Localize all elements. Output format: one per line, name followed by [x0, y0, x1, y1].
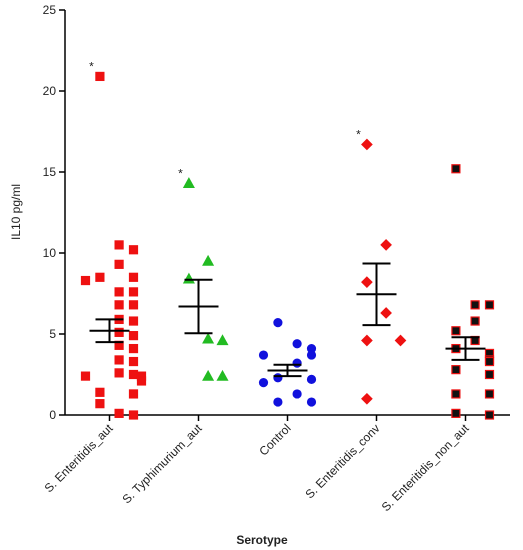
dot — [128, 410, 139, 420]
x-tick-label: S. Enteritidis_conv — [302, 421, 382, 501]
dot — [128, 331, 139, 341]
dot — [292, 339, 302, 349]
dot — [306, 397, 317, 407]
dot — [95, 272, 105, 282]
y-tick-label: 25 — [43, 3, 57, 17]
dot — [306, 374, 317, 384]
error-bar — [184, 278, 213, 335]
dot — [216, 334, 229, 346]
dot — [202, 332, 215, 344]
dot — [80, 371, 91, 381]
x-tick-label: S. Typhimurium_aut — [119, 421, 205, 507]
dot — [484, 389, 495, 399]
dot — [292, 358, 302, 368]
error-bar — [273, 363, 302, 378]
dot — [451, 164, 461, 174]
dot — [273, 373, 283, 383]
x-axis-label: Serotype — [236, 533, 288, 547]
dot — [361, 276, 373, 289]
dot — [80, 275, 91, 286]
dot — [451, 389, 461, 399]
dot — [114, 259, 124, 269]
y-tick-label: 10 — [43, 246, 57, 260]
dot — [484, 410, 495, 420]
y-tick-label: 0 — [49, 408, 56, 422]
significance-mark: * — [89, 59, 94, 73]
dot — [128, 287, 139, 297]
dot — [361, 392, 373, 405]
dot — [306, 350, 317, 360]
dot — [361, 334, 373, 347]
dot — [114, 300, 124, 310]
dot — [380, 239, 392, 251]
dot — [451, 365, 461, 375]
dot — [128, 316, 139, 326]
y-axis-label: IL10 pg/ml — [9, 184, 23, 240]
significance-mark: * — [356, 127, 361, 141]
x-tick-label: S. Enteritidis_non_aut — [379, 421, 472, 514]
y-tick-label: 20 — [43, 84, 57, 98]
dot — [136, 376, 147, 386]
significance-mark: * — [178, 166, 183, 180]
dot — [484, 356, 495, 367]
dot — [95, 399, 105, 409]
x-tick-label: S. Enteritidis_aut — [42, 421, 117, 496]
dot — [361, 138, 373, 151]
dot — [114, 408, 124, 418]
x-tick-label: Control — [256, 421, 293, 458]
dot — [182, 272, 195, 284]
dot — [470, 316, 480, 326]
error-bar — [451, 336, 480, 361]
dot — [258, 350, 269, 360]
dot — [451, 326, 461, 336]
dot — [216, 369, 229, 381]
dot — [484, 369, 495, 380]
dot — [128, 389, 139, 399]
error-bar — [362, 262, 391, 327]
dot — [258, 378, 269, 388]
dot — [128, 245, 139, 255]
dot — [114, 240, 124, 250]
dot — [202, 369, 215, 381]
dot — [202, 254, 215, 266]
dot — [114, 368, 124, 378]
dot — [114, 287, 124, 297]
dot — [380, 307, 392, 319]
dot — [182, 177, 195, 188]
dot — [114, 355, 124, 365]
dot — [292, 389, 302, 399]
dot — [114, 327, 124, 337]
dot — [451, 408, 461, 418]
dot — [128, 369, 139, 380]
y-tick-label: 15 — [43, 165, 57, 179]
dot — [128, 356, 139, 367]
dot — [394, 334, 407, 347]
dot — [128, 272, 139, 282]
dot — [128, 343, 139, 354]
dot — [273, 397, 283, 407]
dot — [484, 300, 495, 310]
dot — [470, 300, 480, 310]
dot — [95, 387, 105, 397]
dot — [128, 300, 139, 310]
y-tick-label: 5 — [49, 327, 56, 341]
error-bar — [95, 318, 124, 344]
dot — [95, 71, 105, 82]
dot — [273, 318, 283, 328]
